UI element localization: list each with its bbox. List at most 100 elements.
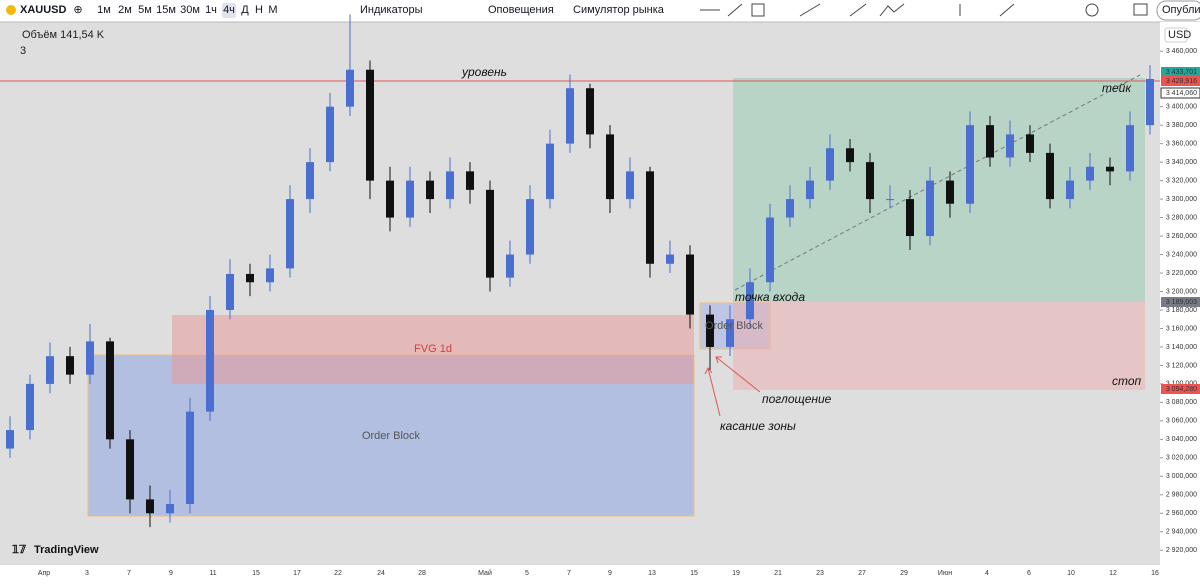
candle-body: [546, 143, 554, 200]
small-order-block-label: Order Block: [705, 320, 764, 332]
x-tick-label: 28: [418, 570, 426, 577]
candle-body: [946, 180, 954, 204]
x-tick-label: 15: [252, 570, 260, 577]
y-tick-label: 3 060,000: [1166, 418, 1197, 425]
interval[interactable]: Д: [241, 4, 249, 16]
y-tick-label: 3 020,000: [1166, 455, 1197, 462]
y-tick-label: 3 320,000: [1166, 177, 1197, 184]
x-tick-label: 4: [985, 570, 989, 577]
candle-body: [586, 88, 594, 135]
interval[interactable]: 15м: [156, 4, 176, 16]
x-tick-label: Июн: [938, 570, 952, 577]
interval[interactable]: 2м: [118, 4, 132, 16]
interval[interactable]: 5м: [138, 4, 152, 16]
y-tick-label: 3 200,000: [1166, 288, 1197, 295]
publish-button[interactable]: [1156, 0, 1200, 21]
price-axis-bg: [1160, 22, 1200, 565]
candle-body: [666, 254, 674, 264]
price-label: 3 414,060: [1166, 90, 1197, 97]
candle-body: [686, 254, 694, 315]
y-tick-label: 3 180,000: [1166, 307, 1197, 314]
indicators-button[interactable]: Индикаторы: [360, 4, 423, 16]
entry-annotation: точка входа: [735, 290, 805, 304]
interval[interactable]: 1ч: [205, 4, 217, 16]
currency-box[interactable]: [1164, 27, 1188, 43]
y-tick-label: 3 460,000: [1166, 48, 1197, 55]
y-tick-label: 3 000,000: [1166, 473, 1197, 480]
price-label-bg: [1161, 67, 1200, 77]
candle-body: [266, 268, 274, 283]
touch-annotation: касание зоны: [720, 419, 796, 433]
candle-body: [1106, 166, 1114, 172]
time-axis-bg: [0, 565, 1200, 580]
drawing-tools: [700, 3, 1148, 17]
price-label: 3 433,701: [1166, 69, 1197, 76]
symbol[interactable]: XAUUSD: [20, 4, 67, 16]
x-tick-label: 12: [1109, 570, 1117, 577]
candle-body: [1046, 152, 1054, 200]
candle-body: [166, 504, 174, 514]
price-label-bg: [1161, 384, 1200, 394]
interval[interactable]: М: [268, 4, 277, 16]
candle-body: [86, 341, 94, 375]
level-annotation: уровень: [461, 65, 507, 79]
x-tick-label: 9: [608, 570, 612, 577]
y-tick-label: 3 080,000: [1166, 399, 1197, 406]
candle-body: [746, 282, 754, 320]
interval[interactable]: 4ч: [223, 4, 235, 16]
alerts-button[interactable]: Оповещения: [488, 4, 554, 16]
candle-body: [366, 69, 374, 181]
candle-body: [66, 356, 74, 375]
replay-button[interactable]: Симулятор рынка: [573, 4, 665, 16]
candle-body: [26, 383, 34, 431]
candle-body: [886, 199, 894, 201]
candle-body: [786, 199, 794, 218]
x-tick-label: 11: [209, 570, 216, 577]
currency[interactable]: USD: [1168, 29, 1191, 41]
candle-body: [1086, 166, 1094, 181]
candle-body: [806, 180, 814, 200]
candle-body: [286, 199, 294, 269]
candle-body: [846, 148, 854, 163]
stop-zone: [733, 302, 1145, 390]
arrows: [704, 356, 761, 417]
candle-body: [1026, 134, 1034, 153]
x-tick-label: Май: [478, 569, 492, 577]
order-block-label: Order Block: [362, 430, 421, 442]
candle-body: [6, 430, 14, 449]
x-tick-label: 9: [169, 570, 173, 577]
candle-body: [1066, 180, 1074, 200]
legend-count: 3: [20, 45, 26, 57]
x-tick-label: 15: [690, 570, 698, 577]
interval[interactable]: 30м: [180, 4, 200, 16]
x-tick-label: 5: [525, 570, 529, 577]
candle-body: [306, 162, 314, 200]
price-label: 3 189,003: [1166, 299, 1197, 306]
candle-body: [406, 180, 414, 218]
candle-body: [926, 180, 934, 237]
candle-body: [146, 499, 154, 514]
x-tick-label: 7: [567, 570, 571, 577]
y-tick-label: 3 260,000: [1166, 233, 1197, 240]
x-tick-label: 6: [1027, 570, 1031, 577]
interval[interactable]: 1м: [97, 4, 111, 16]
price-label: 3 094,280: [1166, 386, 1197, 393]
publish-label[interactable]: Опубли: [1162, 4, 1200, 16]
candle-body: [646, 171, 654, 264]
logo-mark: 𝟙𝟟: [12, 544, 26, 556]
engulf-annotation: поглощение: [762, 392, 832, 406]
candle-body: [426, 180, 434, 200]
y-tick-label: 3 240,000: [1166, 251, 1197, 258]
y-tick-label: 3 360,000: [1166, 140, 1197, 147]
candle-body: [186, 411, 194, 505]
candle-body: [346, 69, 354, 107]
take-zone: [733, 78, 1145, 302]
add-symbol[interactable]: ⊕: [73, 4, 82, 16]
y-tick-label: 3 300,000: [1166, 196, 1197, 203]
candle-body: [526, 199, 534, 255]
stop-annotation: стоп: [1112, 374, 1142, 388]
y-tick-label: 2 920,000: [1166, 547, 1197, 554]
fvg-zone: [172, 315, 694, 384]
interval[interactable]: Н: [255, 4, 263, 16]
candle-body: [986, 125, 994, 158]
